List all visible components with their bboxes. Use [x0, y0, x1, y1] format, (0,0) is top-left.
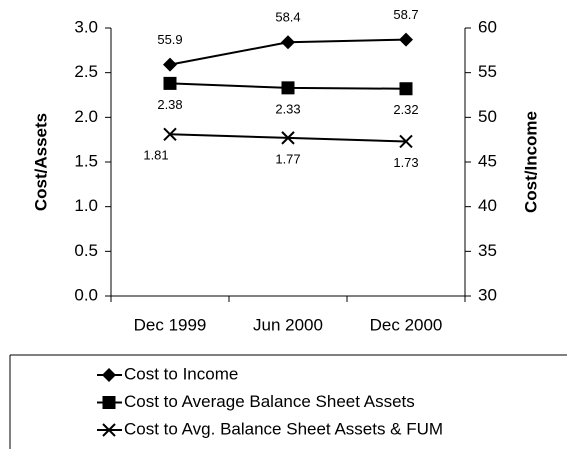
- y2-axis-title: Cost/Income: [521, 111, 540, 213]
- y2-tick-label: 35: [478, 241, 497, 260]
- legend-label: Cost to Avg. Balance Sheet Assets & FUM: [124, 419, 443, 438]
- legend-marker: [102, 368, 116, 382]
- legend-label: Cost to Average Balance Sheet Assets: [124, 392, 415, 411]
- y-tick-label: 3.0: [74, 17, 98, 36]
- y-axis-title: Cost/Assets: [31, 113, 50, 211]
- data-label: 2.32: [393, 102, 418, 117]
- data-label: 1.81: [143, 148, 168, 163]
- x-tick-label: Dec 1999: [134, 315, 207, 334]
- data-label: 2.33: [275, 101, 300, 116]
- y-tick-label: 1.0: [74, 196, 98, 215]
- y2-tick-label: 60: [478, 17, 497, 36]
- marker: [281, 35, 295, 50]
- marker: [163, 76, 177, 90]
- data-label: 55.9: [157, 32, 182, 47]
- marker: [399, 134, 413, 149]
- y-tick-label: 1.5: [74, 151, 98, 170]
- y2-tick-label: 55: [478, 62, 497, 81]
- y2-tick-label: 40: [478, 196, 497, 215]
- marker: [281, 131, 295, 145]
- y-tick-label: 2.0: [74, 107, 98, 126]
- marker: [281, 81, 295, 95]
- data-label: 1.77: [275, 151, 300, 166]
- data-label: 58.4: [275, 10, 300, 25]
- legend-marker: [102, 423, 116, 437]
- legend-label: Cost to Income: [124, 364, 238, 383]
- x-tick-label: Jun 2000: [253, 315, 323, 334]
- data-label: 2.38: [157, 97, 182, 112]
- marker: [399, 32, 413, 47]
- y2-tick-label: 30: [478, 285, 497, 304]
- marker: [163, 127, 177, 142]
- y-tick-label: 0.0: [74, 285, 98, 304]
- x-tick-label: Dec 2000: [370, 315, 443, 334]
- data-label: 1.73: [393, 155, 418, 170]
- y-tick-label: 0.5: [74, 241, 98, 260]
- y2-tick-label: 45: [478, 151, 497, 170]
- legend-marker: [102, 396, 116, 409]
- marker: [399, 82, 413, 96]
- data-label: 58.7: [393, 7, 418, 22]
- y2-tick-label: 50: [478, 107, 497, 126]
- y-tick-label: 2.5: [74, 62, 98, 81]
- marker: [163, 57, 177, 72]
